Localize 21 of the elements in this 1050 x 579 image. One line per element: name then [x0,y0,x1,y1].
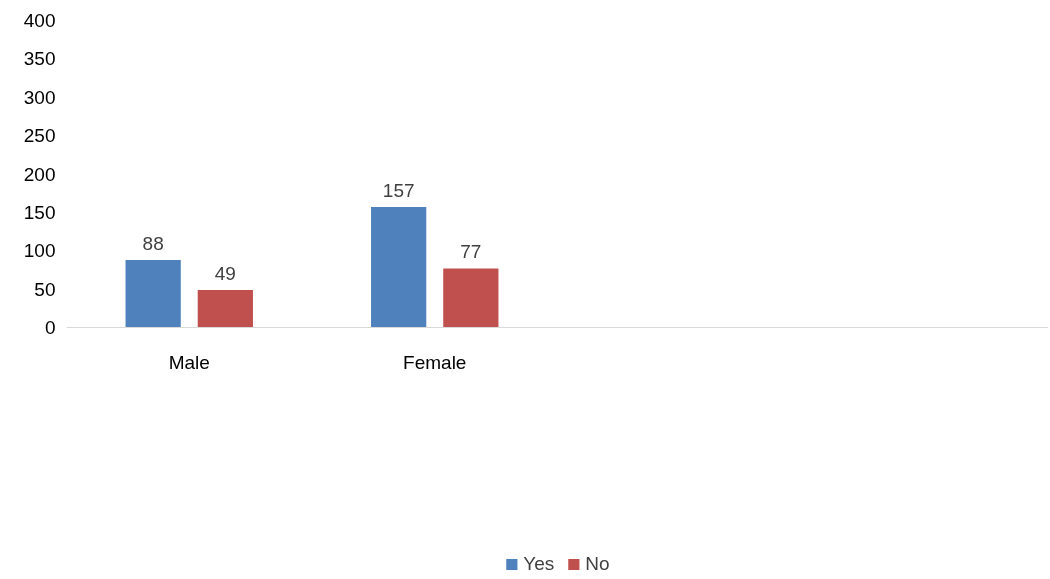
y-tick-label: 350 [23,48,56,70]
x-tick-label: Female [403,351,467,373]
y-tick-label: 0 [44,317,56,338]
y-tick-label: 200 [23,163,56,185]
data-label: 157 [382,180,415,201]
data-label: 88 [142,232,164,254]
bar [371,207,427,328]
legend-label: No [585,553,610,575]
x-tick-label: Male [168,351,210,373]
bar [443,268,499,328]
legend-label: Yes [523,553,555,575]
data-label: 77 [460,241,482,263]
bar [125,259,181,328]
y-tick-label: 300 [23,86,56,108]
y-tick-label: 400 [23,10,56,31]
y-tick-label: 150 [23,201,56,223]
y-tick-label: 50 [34,278,56,300]
y-tick-label: 100 [23,240,56,262]
y-tick-label: 250 [23,125,56,147]
bar [197,289,253,328]
data-label: 49 [214,262,236,284]
